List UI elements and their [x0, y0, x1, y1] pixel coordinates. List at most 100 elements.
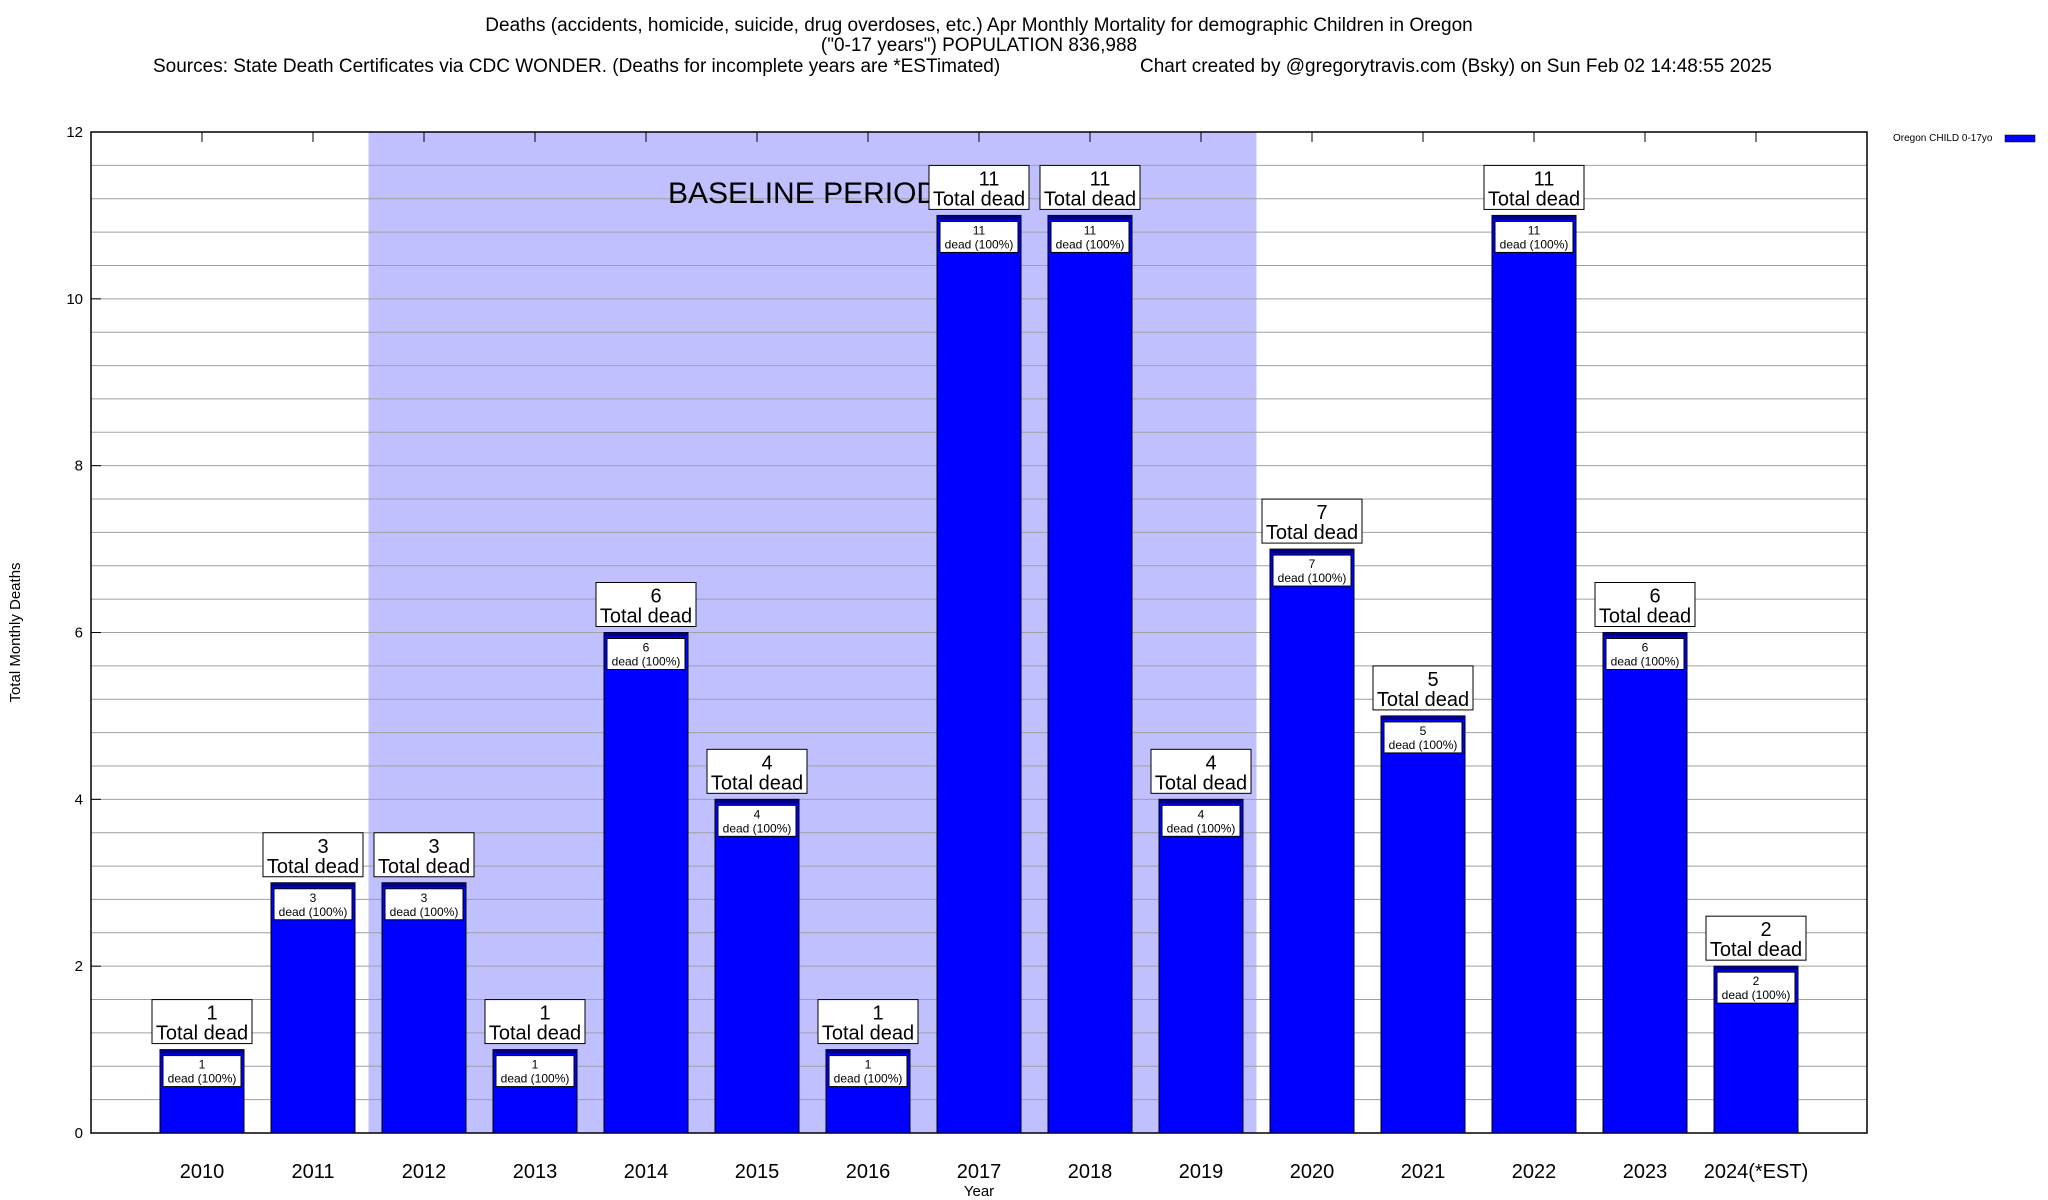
- legend-swatch: [2004, 134, 2036, 143]
- bar-inner-value: 1: [199, 1058, 206, 1072]
- bar-top-edge: [1714, 966, 1798, 971]
- bar-top-label: Total dead: [1488, 188, 1580, 210]
- bar-inner-value: 3: [310, 891, 317, 905]
- bar-top-value: 1: [872, 1003, 883, 1025]
- bar-inner-value: 4: [754, 807, 761, 821]
- bar-inner-label-box: [384, 888, 464, 921]
- x-tick-label: 2019: [1179, 1161, 1224, 1183]
- bar-inner-label: dead (100%): [168, 1072, 237, 1086]
- bar-inner-value: 11: [973, 223, 986, 237]
- bar-top-label-box: [1483, 164, 1585, 210]
- bar: [381, 882, 467, 1134]
- bar-top-label-box: [484, 999, 586, 1045]
- bar-top-value: 5: [1427, 669, 1438, 691]
- legend-label: Oregon CHILD 0-17yo: [1893, 133, 1993, 144]
- bar-top-label-box: [1594, 582, 1696, 627]
- x-tick-label: 2011: [291, 1161, 334, 1183]
- bar-top-value: 2: [1760, 919, 1771, 941]
- chart-sources: Sources: State Death Certificates via CD…: [153, 56, 1000, 77]
- bar-inner-label-box: [1272, 554, 1352, 587]
- x-tick-label: 2020: [1290, 1161, 1335, 1183]
- bar-inner-label: dead (100%): [1500, 237, 1569, 251]
- x-tick-label: 2010: [180, 1161, 225, 1183]
- bar: [603, 632, 689, 1134]
- bar-top-edge: [1603, 632, 1687, 637]
- bar-top-label-box: [1261, 498, 1363, 544]
- bar-inner-label-box: [939, 220, 1019, 253]
- bar-top-value: 1: [206, 1003, 217, 1025]
- x-tick-label: 2017: [957, 1161, 1002, 1183]
- x-tick-label: 2016: [846, 1161, 891, 1183]
- bar-inner-label-box: [495, 1055, 575, 1088]
- bar-top-label: Total dead: [822, 1023, 914, 1045]
- bar-top-edge: [160, 1049, 244, 1054]
- bar-inner-label-box: [828, 1055, 908, 1088]
- bar-top-label: Total dead: [711, 772, 803, 794]
- bar-inner-label-box: [273, 888, 353, 921]
- x-tick-label: 2022: [1512, 1161, 1557, 1183]
- bar-top-edge: [1048, 215, 1132, 220]
- bar-top-label-box: [262, 832, 364, 878]
- bar-top-label-box: [706, 748, 808, 794]
- bar-inner-label: dead (100%): [945, 237, 1014, 251]
- bar-inner-value: 1: [532, 1058, 539, 1072]
- bar-top-edge: [1159, 799, 1243, 804]
- x-tick-label: 2021: [1401, 1161, 1446, 1183]
- bar-top-label: Total dead: [1044, 188, 1136, 210]
- y-tick-label: 6: [75, 625, 83, 642]
- bar-top-edge: [1381, 715, 1465, 720]
- y-tick-label: 10: [66, 291, 83, 308]
- bar-top-value: 1: [539, 1003, 550, 1025]
- bar-inner-label: dead (100%): [1722, 988, 1791, 1002]
- bar-top-value: 4: [761, 752, 772, 774]
- bar-inner-value: 3: [421, 891, 428, 905]
- bar-top-value: 4: [1205, 752, 1216, 774]
- x-tick-label: 2023: [1623, 1161, 1668, 1183]
- bar-top-value: 11: [979, 168, 1000, 190]
- bar-top-edge: [1270, 549, 1354, 554]
- bar: [936, 214, 1022, 1134]
- bar-top-label: Total dead: [1599, 606, 1691, 628]
- bar-inner-value: 11: [1528, 223, 1541, 237]
- bar-top-value: 3: [428, 836, 439, 858]
- bar-inner-value: 11: [1084, 223, 1097, 237]
- bar-top-edge: [271, 882, 355, 887]
- bar-inner-label-box: [1494, 220, 1574, 253]
- bar-top-label-box: [928, 164, 1030, 210]
- bar-top-edge: [382, 882, 466, 887]
- x-tick-label: 2018: [1068, 1161, 1113, 1183]
- y-tick-label: 2: [75, 958, 83, 975]
- x-tick-label: 2024(*EST): [1704, 1161, 1809, 1183]
- bar: [270, 882, 356, 1134]
- chart-title: Deaths (accidents, homicide, suicide, dr…: [485, 15, 1472, 36]
- bar-inner-value: 2: [1753, 974, 1760, 988]
- bar-inner-value: 6: [1642, 641, 1649, 655]
- bar: [1269, 548, 1355, 1134]
- bar-top-edge: [715, 799, 799, 804]
- y-tick-label: 0: [75, 1125, 83, 1142]
- bar-inner-label-box: [1050, 220, 1130, 253]
- bar-top-label-box: [1705, 915, 1807, 961]
- bar: [1380, 715, 1466, 1134]
- bar-top-edge: [826, 1049, 910, 1054]
- bar-top-label-box: [595, 582, 697, 627]
- chart-subtitle: ("0-17 years") POPULATION 836,988: [821, 35, 1137, 56]
- bar-inner-label: dead (100%): [390, 905, 459, 919]
- y-tick-label: 4: [75, 791, 83, 808]
- bar-top-label-box: [1039, 164, 1141, 210]
- chart-credit: Chart created by @gregorytravis.com (Bsk…: [1140, 56, 1772, 77]
- bar-top-edge: [1492, 215, 1576, 220]
- bar-top-value: 11: [1534, 168, 1555, 190]
- bar: [1602, 632, 1688, 1134]
- bar-top-label: Total dead: [1155, 772, 1247, 794]
- x-tick-label: 2012: [402, 1161, 447, 1183]
- bar-inner-label: dead (100%): [1611, 655, 1680, 669]
- bar-inner-value: 7: [1309, 557, 1316, 571]
- bar-inner-value: 1: [865, 1058, 872, 1072]
- x-tick-label: 2014: [624, 1161, 669, 1183]
- bar-top-value: 6: [650, 586, 661, 608]
- bar-inner-label-box: [162, 1055, 242, 1088]
- bar: [1047, 214, 1133, 1134]
